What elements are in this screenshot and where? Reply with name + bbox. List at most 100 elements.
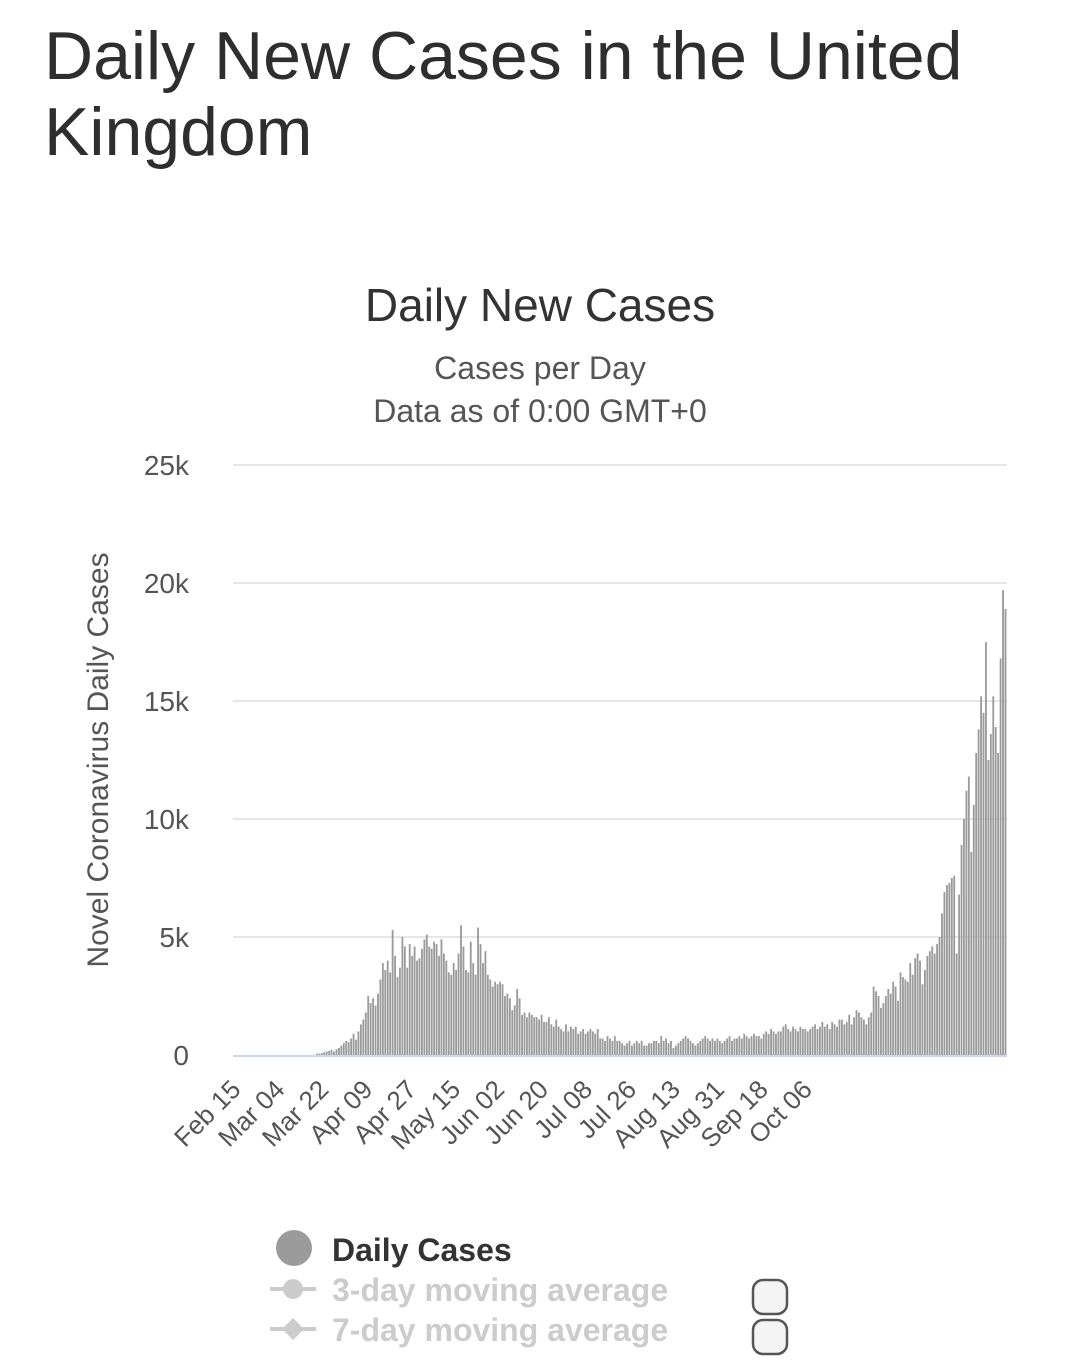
legend-3-day-checkbox[interactable] xyxy=(751,1278,789,1316)
bar xyxy=(696,1043,699,1055)
bar xyxy=(875,991,877,1055)
bar xyxy=(562,1031,565,1055)
bar xyxy=(340,1045,343,1055)
bar xyxy=(628,1040,631,1055)
bar xyxy=(552,1026,555,1055)
bar xyxy=(684,1036,687,1055)
bar xyxy=(335,1049,338,1055)
bar xyxy=(460,925,462,1055)
bar xyxy=(728,1036,731,1055)
bar xyxy=(630,1045,633,1055)
bar xyxy=(975,752,978,1055)
bar xyxy=(818,1026,821,1055)
bar xyxy=(709,1040,711,1055)
bar xyxy=(904,979,907,1055)
bar xyxy=(843,1024,846,1055)
bar xyxy=(543,1021,545,1055)
bar xyxy=(381,962,384,1055)
bar xyxy=(372,998,375,1055)
bar xyxy=(889,993,892,1055)
bar xyxy=(626,1043,628,1055)
bar xyxy=(467,972,470,1055)
bar xyxy=(892,981,895,1055)
bar xyxy=(789,1031,792,1055)
bar xyxy=(982,712,985,1055)
bar xyxy=(569,1026,572,1055)
legend-item-3-day-average[interactable]: 3-day moving average xyxy=(270,1272,789,1316)
bar xyxy=(745,1036,748,1055)
bar xyxy=(369,1003,372,1055)
bar xyxy=(948,882,951,1055)
bar xyxy=(836,1026,838,1055)
bar xyxy=(740,1038,743,1055)
bar xyxy=(550,1024,553,1055)
bar xyxy=(545,1021,548,1055)
bar xyxy=(589,1029,592,1055)
bar xyxy=(447,972,450,1055)
bar xyxy=(362,1019,365,1055)
bar xyxy=(506,993,509,1055)
bar xyxy=(377,993,379,1055)
bar xyxy=(364,1012,367,1055)
bar xyxy=(577,1033,580,1055)
bar xyxy=(596,1029,599,1055)
bar xyxy=(689,1040,692,1055)
bar xyxy=(801,1029,804,1055)
bar xyxy=(941,913,943,1055)
bar xyxy=(943,892,946,1055)
bar xyxy=(657,1043,660,1055)
bar xyxy=(557,1026,560,1055)
bar xyxy=(526,1017,528,1055)
bar xyxy=(457,953,460,1055)
bar xyxy=(491,986,494,1055)
bar xyxy=(914,958,917,1055)
bar xyxy=(477,927,479,1055)
bar xyxy=(714,1040,716,1055)
bar xyxy=(547,1017,550,1055)
bar xyxy=(706,1038,709,1055)
bar xyxy=(594,1033,597,1055)
bar xyxy=(777,1031,780,1055)
bar xyxy=(860,1017,863,1055)
bar xyxy=(655,1040,658,1055)
bar xyxy=(486,974,489,1055)
bar xyxy=(423,939,426,1055)
bar xyxy=(555,1019,558,1055)
bar xyxy=(401,937,404,1055)
bar xyxy=(516,988,519,1055)
bar xyxy=(416,960,418,1055)
bar xyxy=(811,1026,814,1055)
bar xyxy=(899,972,902,1055)
bar xyxy=(931,946,934,1055)
bar xyxy=(508,998,511,1055)
bar xyxy=(906,981,909,1055)
bar xyxy=(609,1038,611,1055)
bar xyxy=(389,972,392,1055)
bar xyxy=(787,1029,790,1055)
bar xyxy=(743,1033,746,1055)
bar xyxy=(833,1024,836,1055)
bar xyxy=(687,1038,689,1055)
bar xyxy=(806,1031,809,1055)
legend-item-daily-cases[interactable]: Daily Cases xyxy=(276,1230,512,1268)
bar xyxy=(858,1012,860,1055)
legend-item-7-day-average[interactable]: 7-day moving average xyxy=(270,1312,789,1356)
legend-7-day-checkbox[interactable] xyxy=(751,1318,789,1356)
bar xyxy=(779,1031,782,1055)
bar xyxy=(799,1026,802,1055)
bar xyxy=(584,1033,587,1055)
bar xyxy=(318,1053,321,1055)
bar xyxy=(809,1029,812,1055)
bar xyxy=(804,1029,807,1055)
bar xyxy=(877,996,880,1055)
bar xyxy=(823,1026,826,1055)
bar xyxy=(1002,590,1004,1055)
bar xyxy=(782,1026,785,1055)
bar xyxy=(723,1040,726,1055)
bar xyxy=(936,944,939,1055)
bar xyxy=(518,998,521,1055)
bar xyxy=(980,696,982,1055)
bar xyxy=(933,953,936,1055)
legend-3-day-label: 3-day moving average xyxy=(332,1272,668,1308)
